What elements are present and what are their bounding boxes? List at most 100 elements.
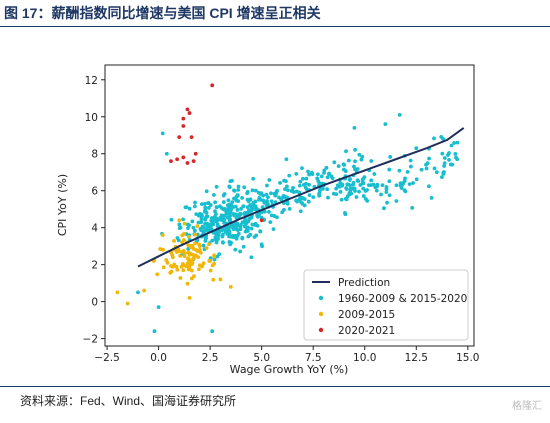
scatter-point-series-1	[338, 189, 343, 194]
scatter-point-series-1	[272, 214, 277, 218]
scatter-point-series-1	[250, 207, 254, 211]
scatter-point-series-1	[245, 191, 250, 196]
scatter-point-series-2	[193, 232, 198, 237]
scatter-point-series-1	[235, 208, 240, 212]
scatter-point-series-1	[160, 131, 165, 136]
scatter-point-series-1	[248, 203, 253, 207]
scatter-point-series-1	[242, 219, 247, 224]
scatter-point-series-1	[282, 207, 286, 212]
scatter-point-series-2	[195, 224, 200, 229]
scatter-point-series-1	[231, 225, 235, 230]
scatter-point-series-1	[410, 206, 415, 210]
scatter-point-series-3	[175, 157, 180, 162]
scatter-point-series-1	[358, 183, 363, 187]
source-note: 资料来源：Fed、Wind、国海证券研究所	[20, 394, 237, 408]
scatter-point-series-1	[252, 235, 257, 239]
x-tick-label: 7.5	[305, 352, 322, 364]
scatter-point-series-1	[203, 208, 208, 212]
scatter-point-series-2	[218, 277, 223, 282]
scatter-point-series-1	[345, 182, 350, 187]
y-tick-label: 8	[91, 149, 98, 161]
scatter-point-series-1	[359, 157, 364, 162]
scatter-point-series-3	[193, 151, 198, 156]
scatter-point-series-1	[387, 179, 392, 184]
scatter-point-series-1	[287, 206, 292, 211]
scatter-point-series-1	[440, 175, 444, 180]
scatter-point-series-1	[300, 166, 304, 170]
scatter-point-series-2	[228, 284, 233, 289]
scatter-point-series-1	[228, 210, 233, 215]
scatter-point-series-1	[317, 181, 322, 186]
scatter-point-series-1	[185, 222, 190, 227]
x-tick-label: 15.0	[456, 352, 479, 364]
scatter-point-series-2	[180, 240, 185, 245]
scatter-point-series-1	[245, 197, 250, 202]
scatter-point-series-1	[369, 159, 374, 163]
scatter-point-series-1	[449, 143, 454, 148]
scatter-point-series-2	[193, 253, 198, 258]
scatter-point-series-1	[177, 222, 182, 227]
scatter-point-series-1	[269, 191, 273, 196]
scatter-point-series-2	[164, 258, 169, 262]
scatter-point-series-1	[388, 155, 393, 159]
legend-label-series-2: 2009-2015	[338, 309, 395, 321]
scatter-point-series-1	[361, 177, 365, 181]
x-axis-ticks: −2.5 0.0 2.5 5.0 7.5 10.0 12.5 15.0	[94, 346, 480, 364]
scatter-point-series-1	[300, 176, 305, 181]
scatter-point-series-1	[442, 164, 447, 168]
scatter-point-series-1	[287, 173, 292, 178]
scatter-point-series-1	[181, 217, 185, 222]
legend-label-prediction: Prediction	[338, 277, 390, 289]
scatter-point-series-2	[169, 251, 174, 255]
scatter-point-series-1	[212, 215, 217, 220]
scatter-point-series-2	[187, 264, 192, 269]
scatter-point-series-1	[249, 255, 254, 260]
scatter-point-series-1	[240, 235, 245, 240]
scatter-point-series-1	[232, 188, 237, 193]
scatter-point-series-2	[190, 252, 195, 257]
scatter-point-series-1	[419, 167, 424, 172]
scatter-point-series-2	[188, 245, 193, 249]
scatter-chart: −2.5 0.0 2.5 5.0 7.5 10.0 12.5 15.0 −2 0 2 4 6 8 10 12…	[56, 64, 480, 376]
scatter-point-series-1	[342, 162, 347, 167]
scatter-point-series-1	[400, 183, 405, 187]
scatter-point-series-2	[177, 218, 182, 223]
scatter-point-series-1	[434, 170, 439, 175]
scatter-point-series-1	[187, 206, 192, 211]
scatter-point-series-1	[176, 238, 181, 243]
scatter-point-series-2	[197, 244, 202, 249]
scatter-point-series-1	[331, 191, 336, 196]
scatter-point-series-1	[248, 232, 253, 237]
scatter-point-series-1	[424, 166, 429, 171]
scatter-point-series-1	[319, 174, 324, 179]
scatter-point-series-1	[298, 209, 303, 214]
x-tick-label: 12.5	[405, 352, 428, 364]
scatter-point-series-1	[265, 202, 270, 206]
scatter-point-series-1	[384, 190, 389, 195]
scatter-point-series-1	[213, 209, 217, 214]
scatter-point-series-1	[325, 175, 330, 180]
scatter-point-series-2	[155, 272, 160, 277]
scatter-point-series-1	[275, 188, 280, 193]
y-tick-label: 0	[91, 297, 98, 309]
scatter-point-series-1	[267, 178, 272, 182]
y-tick-label: 12	[85, 75, 98, 87]
scatter-point-series-1	[267, 210, 271, 214]
scatter-point-series-2	[169, 269, 174, 274]
scatter-point-series-1	[408, 158, 413, 163]
scatter-point-series-1	[343, 169, 348, 173]
legend-marker-series-2	[318, 311, 324, 317]
scatter-point-series-1	[442, 161, 447, 165]
scatter-point-series-1	[198, 227, 203, 231]
scatter-point-series-1	[374, 188, 379, 193]
scatter-point-series-1	[183, 205, 188, 210]
scatter-point-series-2	[186, 234, 191, 239]
scatter-point-series-1	[352, 186, 357, 191]
scatter-point-series-1	[414, 146, 419, 151]
scatter-point-series-1	[405, 170, 410, 174]
scatter-point-series-1	[251, 202, 256, 207]
scatter-point-series-1	[251, 176, 256, 181]
legend-marker-series-1	[318, 295, 324, 301]
scatter-point-series-1	[357, 152, 362, 157]
scatter-point-series-1	[344, 197, 349, 202]
